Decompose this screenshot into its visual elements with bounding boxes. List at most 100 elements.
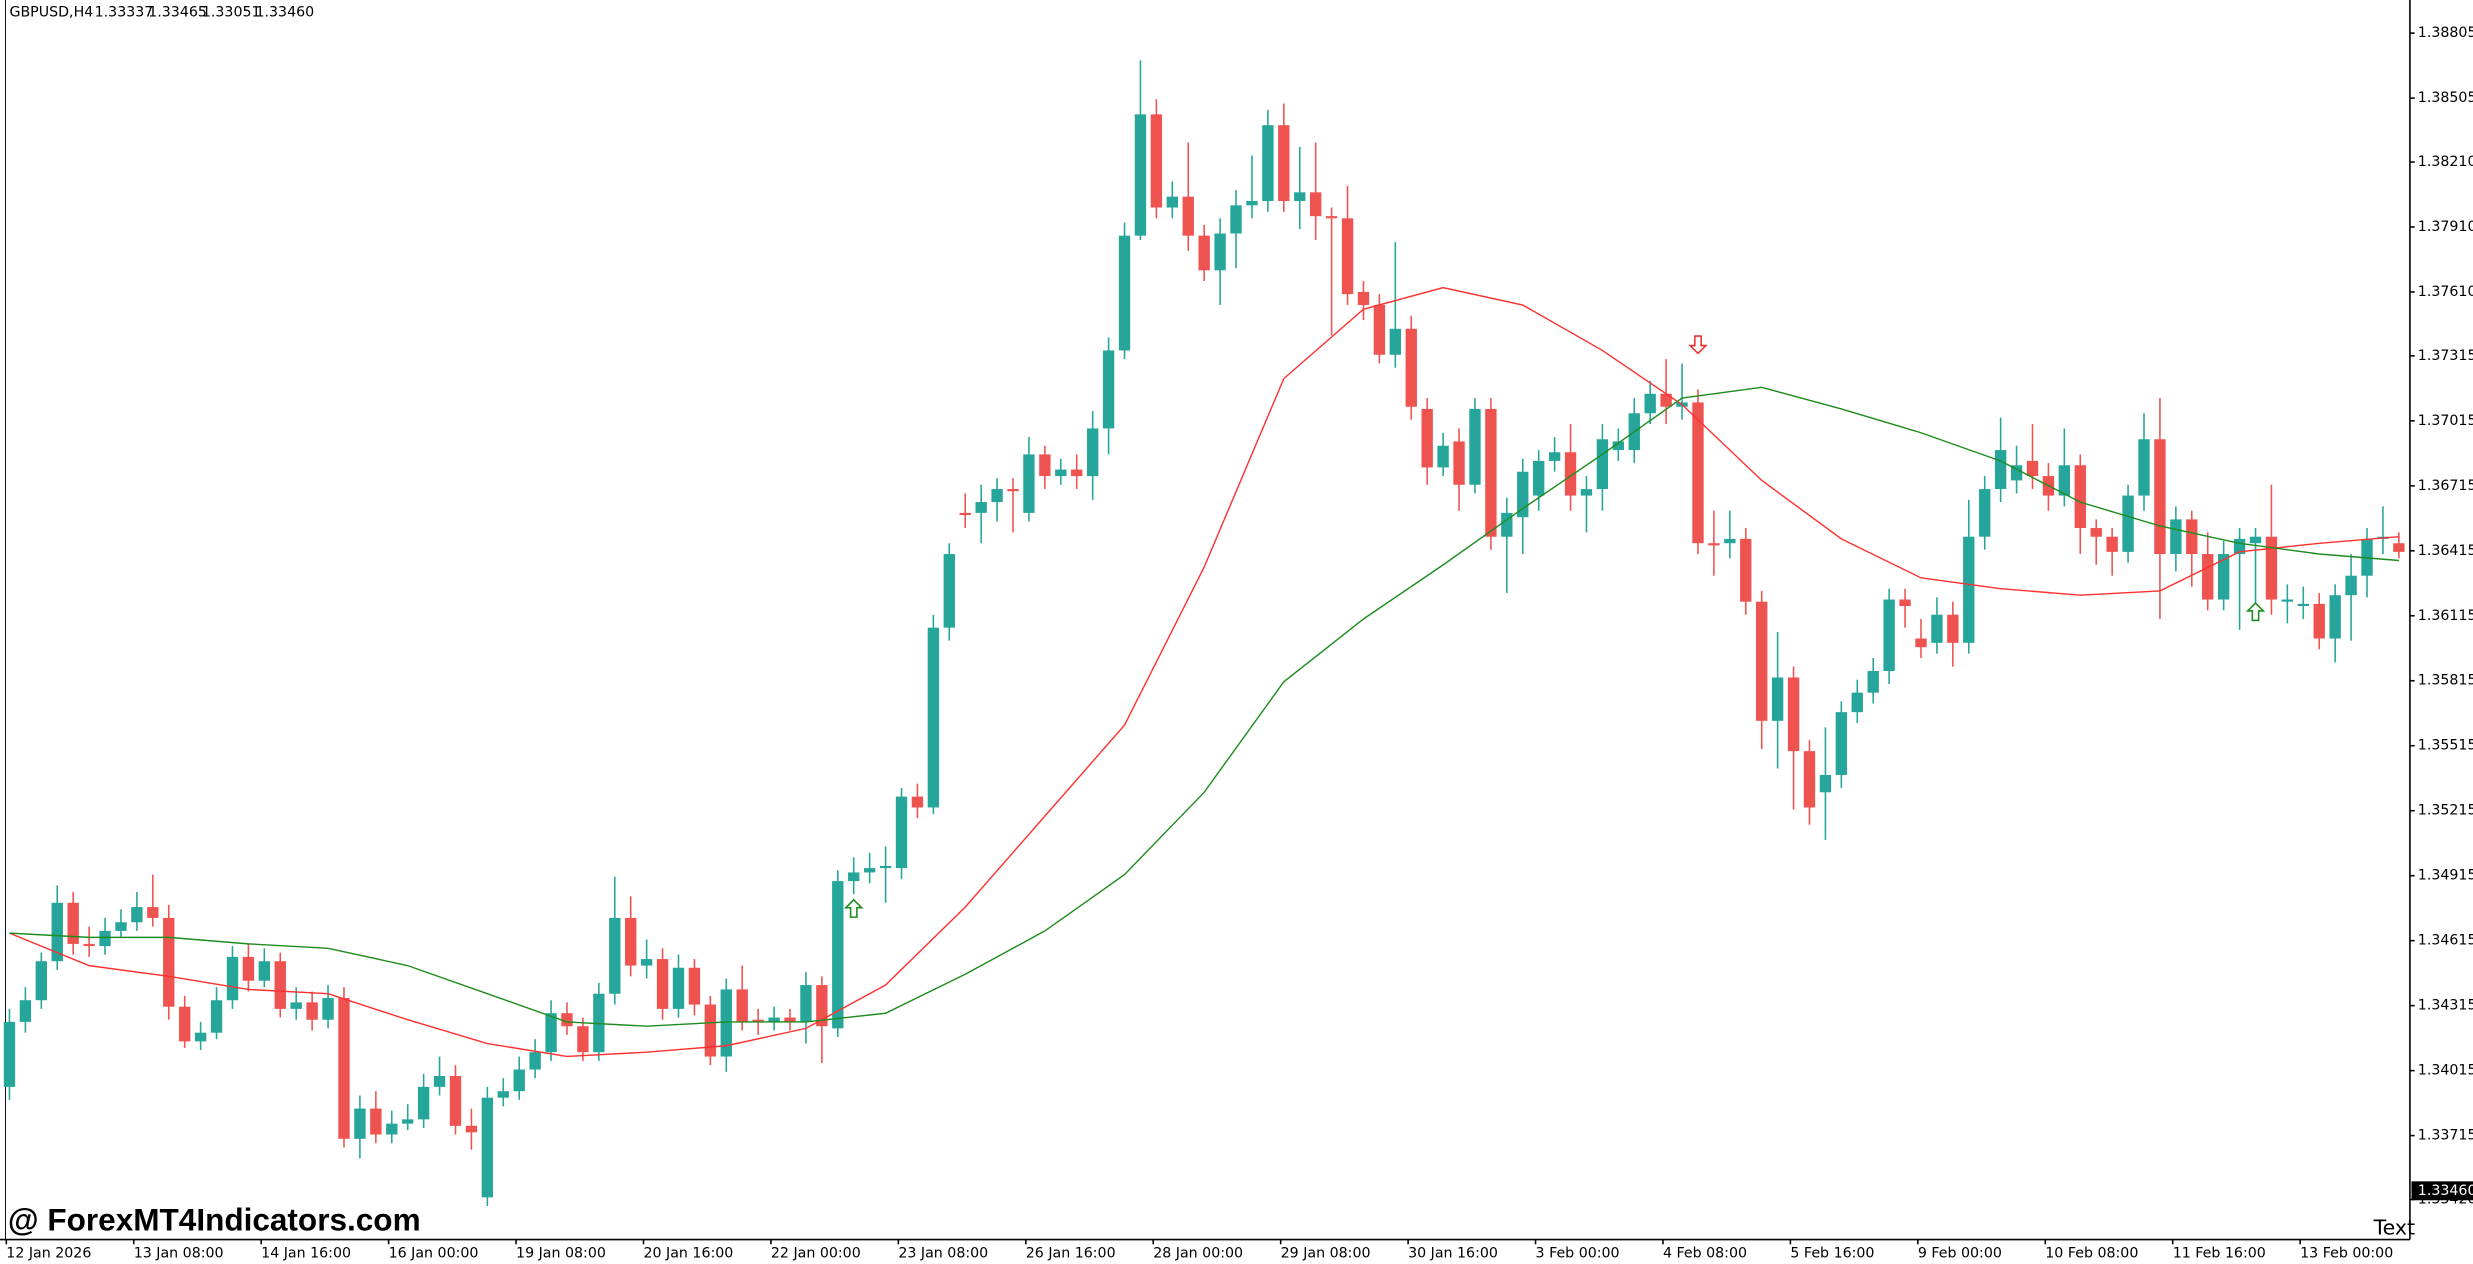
header-open: 1.33337 (95, 5, 154, 21)
candle-body (927, 627, 940, 808)
candle-body (1517, 471, 1529, 518)
candle-body (1947, 614, 1959, 643)
candle-body (2138, 439, 2150, 496)
candle-body (2313, 603, 2325, 639)
candle-body (417, 1086, 430, 1120)
candle-body (322, 998, 334, 1020)
candle-body (2393, 543, 2405, 552)
moving-average (9, 386, 2399, 1027)
candle-body (1325, 216, 1338, 219)
candle-body (1771, 677, 1784, 721)
x-tick-label: 23 Jan 08:00 (898, 1246, 988, 1262)
candle-body (2058, 465, 2071, 496)
x-tick-label: 16 Jan 00:00 (389, 1246, 479, 1262)
y-tick-label: 1.36415 (2418, 543, 2473, 559)
candle-body (1660, 393, 1672, 407)
candle-body (720, 989, 732, 1057)
candle-body (577, 1026, 589, 1053)
candle-body (1851, 692, 1863, 713)
candle-body (1309, 192, 1322, 217)
x-tick-label: 5 Feb 16:00 (1790, 1246, 1874, 1262)
candle-body (2265, 536, 2278, 600)
y-tick-label: 1.34615 (2418, 933, 2473, 949)
candle-body (1548, 452, 1561, 461)
candle-body (274, 961, 286, 1009)
candle-body (1644, 393, 1656, 414)
last-price-label: 1.33460 (2418, 1183, 2473, 1199)
candle-body (1787, 677, 1800, 752)
candle-body (1166, 196, 1178, 208)
candle-body (67, 902, 79, 944)
candle-body (879, 865, 892, 869)
candle-body (1867, 671, 1879, 693)
candle-body (163, 917, 175, 1007)
y-tick-label: 1.35515 (2418, 738, 2473, 754)
candle-body (1071, 469, 1083, 477)
candle-body (1915, 638, 1927, 648)
candle-body (179, 1006, 191, 1042)
candle-body (1724, 538, 1736, 544)
candle-body (2010, 465, 2023, 481)
candle-body (35, 961, 47, 1001)
x-tick-label: 28 Jan 00:00 (1153, 1246, 1243, 1262)
header: GBPUSD,H4 1.33337 1.33465 1.33051 1.3346… (9, 5, 314, 21)
y-tick-label: 1.35215 (2418, 803, 2473, 819)
candle-body (529, 1052, 541, 1070)
header-low: 1.33051 (202, 5, 261, 21)
x-tick-label: 30 Jan 16:00 (1408, 1246, 1498, 1262)
candle-body (354, 1108, 366, 1139)
candle-body (2233, 538, 2246, 555)
candle-body (2122, 495, 2134, 552)
candle-body (258, 961, 271, 981)
candle-body (704, 1004, 717, 1057)
candle-body (1389, 328, 1401, 355)
candle-body (1150, 114, 1163, 208)
candle-body (688, 967, 701, 1005)
x-tick-label: 19 Jan 08:00 (516, 1246, 606, 1262)
candle-body (1230, 205, 1242, 234)
candle-body (2026, 460, 2039, 477)
candle-body (2186, 519, 2198, 555)
symbol: GBPUSD,H4 (9, 5, 93, 21)
candle-body (1756, 601, 1768, 721)
candle-body (2154, 439, 2166, 555)
candle-body (3, 1021, 16, 1087)
candle-body (1612, 441, 1625, 451)
y-tick-label: 1.34015 (2418, 1063, 2473, 1079)
candle-body (2074, 465, 2086, 529)
candle-body (943, 554, 955, 628)
candle-body (1708, 543, 1720, 546)
candle-body (1198, 235, 1210, 271)
y-tick-label: 1.38210 (2418, 154, 2473, 170)
candle-body (2329, 595, 2341, 639)
candle-body (768, 1017, 780, 1022)
candle-body (1883, 599, 1895, 672)
candle-body (895, 796, 908, 869)
candle-body (1118, 235, 1131, 351)
candle-body (1803, 751, 1816, 808)
y-tick-label: 1.35815 (2418, 673, 2473, 689)
x-tick-label: 22 Jan 00:00 (771, 1246, 861, 1262)
candle-body (1007, 489, 1019, 492)
candle-body (640, 959, 653, 966)
candle-body (1182, 196, 1194, 236)
y-tick-label: 1.37610 (2418, 284, 2473, 300)
candle-body (51, 902, 63, 962)
candle-body (2281, 599, 2294, 602)
candle-body (147, 907, 159, 918)
candle-body (131, 907, 143, 923)
candle-body (561, 1013, 573, 1027)
candle-body (1278, 125, 1290, 201)
watermark: @ ForexMT4Indicators.com (8, 1202, 421, 1238)
candle-body (1692, 402, 1704, 544)
candle-body (736, 989, 748, 1022)
candle-body (1134, 114, 1147, 236)
candle-body (1533, 460, 1545, 496)
y-tick-label: 1.33715 (2418, 1128, 2473, 1144)
candle-body (1023, 454, 1035, 513)
candle-body (1055, 469, 1067, 477)
x-tick-label: 11 Feb 16:00 (2173, 1246, 2266, 1262)
candle-body (2090, 528, 2102, 537)
